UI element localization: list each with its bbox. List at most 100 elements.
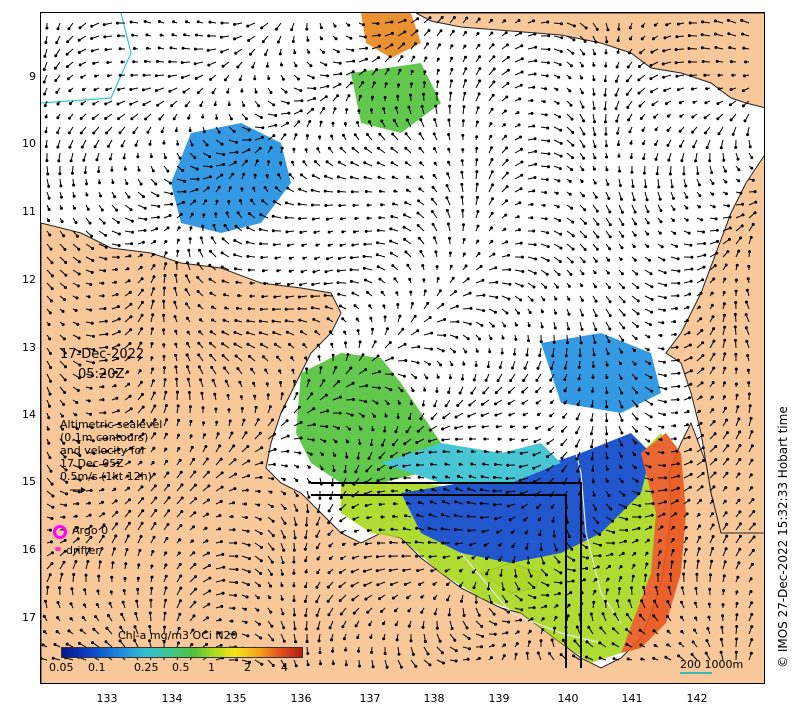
velocity-arrow-head (223, 78, 227, 82)
velocity-arrow-head (687, 331, 691, 335)
velocity-arrow-head (363, 242, 367, 246)
velocity-arrow-head (89, 412, 92, 416)
velocity-arrow-head (530, 216, 534, 220)
velocity-arrow-head (563, 378, 567, 382)
velocity-arrow-head (117, 447, 121, 451)
velocity-arrow-head (728, 215, 732, 219)
velocity-arrow-head (571, 156, 574, 160)
velocity-arrow-head (316, 557, 320, 561)
velocity-arrow-head (593, 156, 597, 160)
velocity-arrow-head (423, 289, 427, 293)
velocity-arrow-head (54, 54, 58, 58)
velocity-arrow-head (366, 216, 370, 220)
velocity-arrow-head (401, 540, 405, 544)
velocity-arrow-head (238, 78, 242, 82)
velocity-arrow-head (328, 557, 332, 560)
velocity-arrow-head (248, 557, 251, 561)
velocity-arrow-head (475, 146, 479, 150)
velocity-arrow-head (702, 459, 706, 462)
velocity-arrow-head (307, 379, 311, 383)
velocity-arrow-head (507, 390, 511, 394)
velocity-arrow-head (43, 104, 47, 108)
velocity-arrow-head (591, 480, 595, 484)
velocity-arrow-head (358, 340, 362, 344)
velocity-arrow-head (544, 573, 548, 577)
velocity-arrow-head (441, 500, 445, 504)
velocity-arrow-head (662, 75, 666, 79)
velocity-arrow-head (50, 274, 54, 278)
velocity-arrow-head (137, 168, 141, 172)
velocity-arrow-head (183, 179, 187, 183)
velocity-arrow-head (145, 33, 149, 37)
velocity-arrow-head (604, 132, 608, 136)
velocity-arrow-head (700, 218, 704, 222)
velocity-arrow-head (138, 369, 142, 373)
velocity-arrow-head (397, 83, 401, 87)
velocity-arrow-head (576, 403, 580, 407)
map-plot-area[interactable] (40, 12, 765, 684)
velocity-arrow-head (700, 381, 704, 385)
velocity-arrow-head (185, 20, 188, 24)
velocity-arrow-head (558, 260, 562, 264)
velocity-arrow-head (461, 209, 465, 212)
velocity-arrow-head (477, 17, 481, 21)
velocity-arrow-head (467, 425, 471, 429)
velocity-arrow-head (295, 494, 299, 498)
velocity-arrow-head (127, 460, 131, 464)
velocity-arrow-head (734, 146, 738, 149)
velocity-arrow-head (697, 305, 701, 309)
velocity-arrow-head (112, 547, 116, 551)
velocity-arrow-head (622, 313, 626, 317)
velocity-arrow-head (263, 186, 267, 189)
velocity-arrow-head (644, 573, 648, 577)
velocity-arrow-head (257, 104, 261, 108)
velocity-arrow-head (606, 182, 610, 186)
velocity-arrow-head (393, 189, 397, 193)
velocity-arrow-head (93, 145, 97, 149)
velocity-arrow-head (144, 217, 148, 221)
velocity-arrow-head (390, 455, 393, 458)
velocity-arrow-head (116, 461, 120, 465)
velocity-arrow-head (695, 572, 699, 576)
velocity-arrow-head (423, 70, 427, 74)
velocity-arrow-head (404, 359, 408, 362)
velocity-arrow-head (710, 303, 714, 307)
velocity-arrow-head (313, 160, 317, 164)
velocity-arrow-head (64, 468, 68, 472)
velocity-arrow-head (519, 135, 522, 139)
velocity-arrow-head (532, 466, 536, 470)
velocity-arrow-head (397, 401, 401, 405)
velocity-arrow-head (467, 414, 471, 418)
velocity-arrow-head (655, 172, 659, 176)
velocity-arrow-head (217, 185, 221, 189)
velocity-arrow-head (43, 92, 47, 96)
velocity-arrow-head (129, 407, 133, 411)
velocity-arrow-head (89, 535, 93, 539)
velocity-arrow-head (419, 161, 423, 165)
velocity-arrow-head (646, 232, 650, 236)
velocity-arrow-head (568, 76, 572, 80)
velocity-arrow-head (497, 437, 501, 441)
velocity-arrow-head (462, 105, 466, 109)
velocity-arrow-head (142, 418, 145, 422)
velocity-arrow-head (298, 318, 302, 322)
velocity-arrow-head (704, 101, 708, 105)
velocity-arrow-head (178, 156, 182, 160)
velocity-arrow-head (253, 77, 257, 81)
velocity-arrow-head (439, 29, 443, 33)
velocity-arrow-head (518, 465, 522, 469)
velocity-arrow-head (179, 470, 183, 474)
velocity-arrow-head (390, 43, 394, 47)
velocity-arrow-head (47, 416, 51, 420)
velocity-arrow-head (650, 513, 654, 517)
velocity-arrow-head (378, 370, 382, 374)
velocity-arrow-head (534, 45, 538, 49)
velocity-arrow-head (737, 249, 741, 253)
velocity-arrow-head (495, 280, 499, 284)
velocity-arrow-head (194, 575, 197, 579)
velocity-arrow-head (89, 488, 93, 492)
velocity-arrow-head (349, 268, 353, 272)
velocity-arrow-head (418, 187, 422, 191)
velocity-arrow-head (658, 539, 662, 543)
velocity-arrow-head (327, 509, 331, 513)
